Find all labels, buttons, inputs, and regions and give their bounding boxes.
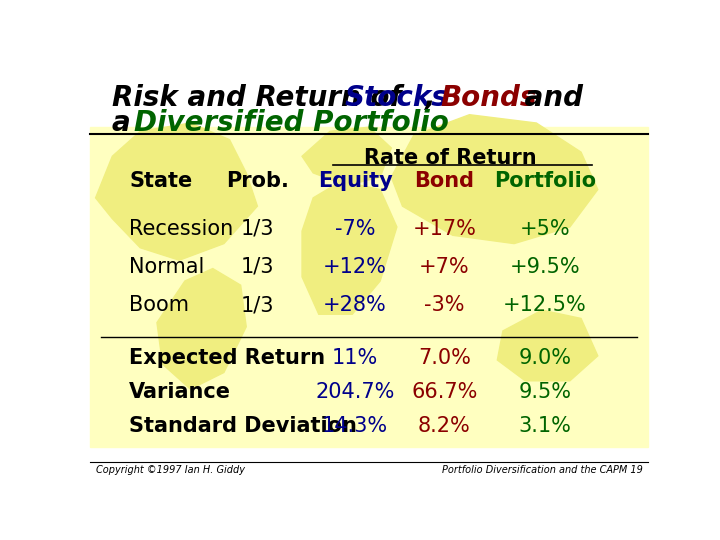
Text: Normal: Normal [129, 257, 204, 277]
Text: Standard Deviation: Standard Deviation [129, 416, 357, 436]
Text: 11%: 11% [332, 348, 378, 368]
Polygon shape [302, 127, 392, 185]
Text: 9.5%: 9.5% [518, 382, 571, 402]
Text: 9.0%: 9.0% [518, 348, 571, 368]
Text: 1/3: 1/3 [240, 295, 274, 315]
Text: Copyright ©1997 Ian H. Giddy: Copyright ©1997 Ian H. Giddy [96, 465, 245, 475]
Text: +5%: +5% [519, 219, 570, 239]
Text: Portfolio Diversification and the CAPM 19: Portfolio Diversification and the CAPM 1… [441, 465, 642, 475]
Text: 1/3: 1/3 [240, 257, 274, 277]
Text: and: and [515, 84, 583, 112]
Text: +28%: +28% [323, 295, 387, 315]
Text: Risk and Return of: Risk and Return of [112, 84, 412, 112]
Text: 14.3%: 14.3% [322, 416, 388, 436]
Text: 3.1%: 3.1% [518, 416, 571, 436]
Polygon shape [302, 181, 397, 314]
Bar [90, 127, 648, 447]
Text: Expected Return: Expected Return [129, 348, 325, 368]
Text: Diversified Portfolio: Diversified Portfolio [135, 109, 449, 137]
Text: Variance: Variance [129, 382, 231, 402]
Polygon shape [96, 123, 258, 260]
Text: -7%: -7% [335, 219, 375, 239]
Text: +7%: +7% [419, 257, 469, 277]
Text: Bonds: Bonds [441, 84, 536, 112]
Text: 8.2%: 8.2% [418, 416, 471, 436]
Text: Portfolio: Portfolio [494, 171, 596, 191]
Text: +9.5%: +9.5% [510, 257, 580, 277]
Text: a: a [112, 109, 140, 137]
Text: ,: , [425, 84, 445, 112]
Text: +17%: +17% [413, 219, 476, 239]
Text: Prob.: Prob. [226, 171, 289, 191]
Text: 1/3: 1/3 [240, 219, 274, 239]
Text: Rate of Return: Rate of Return [364, 148, 536, 168]
Text: Boom: Boom [129, 295, 189, 315]
Text: Recession: Recession [129, 219, 233, 239]
Text: Equity: Equity [318, 171, 392, 191]
Polygon shape [392, 114, 598, 244]
Text: 204.7%: 204.7% [315, 382, 395, 402]
Polygon shape [498, 310, 598, 381]
Text: +12.5%: +12.5% [503, 295, 587, 315]
Text: 66.7%: 66.7% [411, 382, 477, 402]
Text: State: State [129, 171, 192, 191]
Text: Bond: Bond [414, 171, 474, 191]
Text: -3%: -3% [424, 295, 464, 315]
Text: Stocks: Stocks [344, 84, 448, 112]
Text: +12%: +12% [323, 257, 387, 277]
Text: 7.0%: 7.0% [418, 348, 471, 368]
Polygon shape [157, 268, 246, 389]
